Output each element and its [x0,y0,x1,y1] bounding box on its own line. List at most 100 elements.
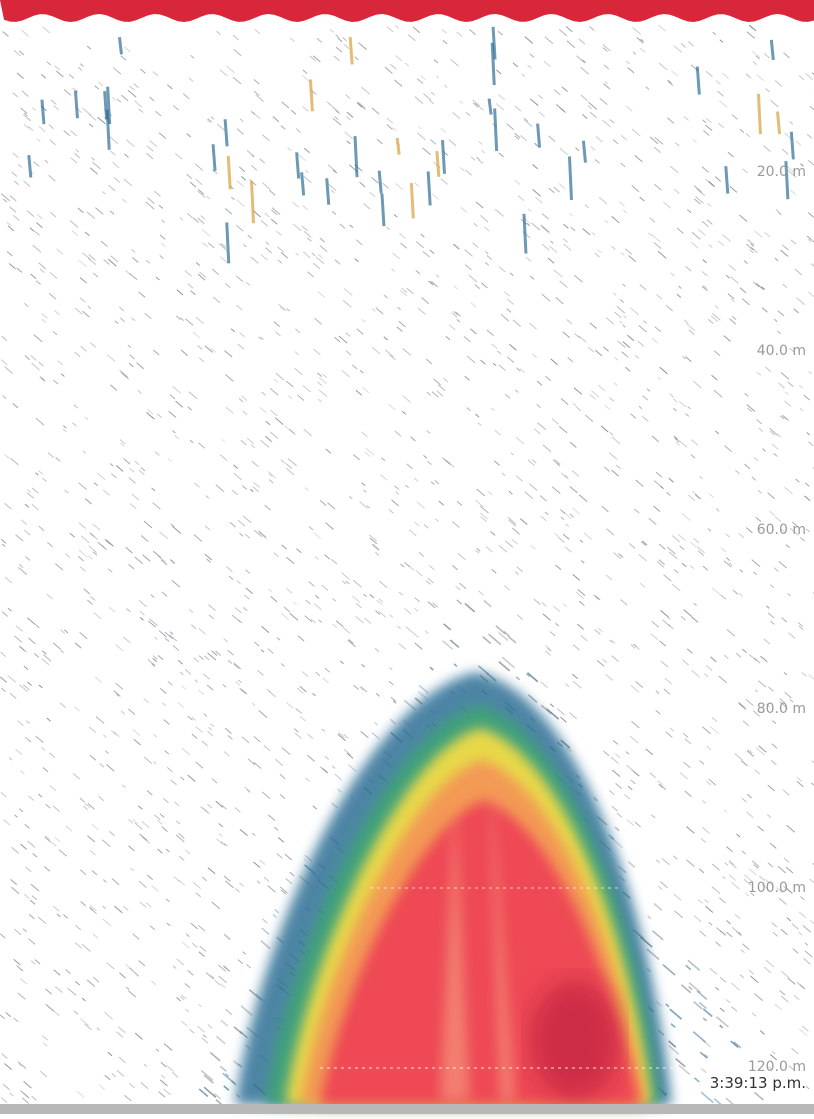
echo-speck [236,199,245,208]
echo-speck [195,892,202,898]
echo-speck [203,1074,215,1084]
echo-speck [92,523,101,531]
echo-speck [440,178,449,185]
echo-speck [669,727,675,732]
echo-speck [656,294,663,300]
echo-speck [756,74,764,82]
echo-speck [771,922,778,928]
echo-speck [327,164,336,172]
echo-trace [784,160,790,200]
echo-speck [215,1035,226,1045]
echo-speck [0,687,6,692]
echo-trace [441,139,446,174]
echo-speck [722,876,726,880]
echo-speck [199,271,207,278]
echo-speck [13,1017,19,1023]
echo-speck [140,535,149,542]
echo-speck [268,690,276,698]
echo-speck [798,1028,808,1037]
echo-trace [226,155,232,190]
echo-speck [725,274,730,279]
echo-speck [525,673,531,678]
echo-speck [789,527,799,536]
echo-speck [112,67,122,75]
echo-speck [695,196,704,204]
echo-speck [250,164,258,171]
echo-speck [161,219,165,223]
echo-speck [78,482,87,490]
echo-speck [156,413,162,418]
echo-speck [755,516,762,523]
echo-speck [459,582,467,590]
echo-speck [717,240,725,247]
echo-speck [789,347,795,353]
echo-speck [145,902,152,908]
echo-speck [354,56,359,61]
echo-speck [280,889,287,895]
echo-speck [157,848,163,854]
echo-speck [752,281,760,288]
echo-speck [360,730,369,739]
depth-label: 40.0 m [757,343,806,359]
echo-speck [639,47,646,53]
echo-speck [0,933,6,939]
echo-speck [349,224,354,229]
echo-speck [175,315,182,321]
echo-speck [78,522,87,529]
echo-speck [4,502,12,510]
echo-speck [114,320,119,324]
echo-speck [686,323,696,332]
echo-speck [797,622,804,627]
echo-speck [41,650,47,655]
echo-speck [658,543,666,550]
echo-speck [176,996,182,1002]
echo-speck [15,625,23,632]
echo-speck [267,648,274,654]
echo-speck [401,410,407,415]
echo-speck [731,982,740,991]
echo-speck [28,914,35,920]
echo-speck [572,644,580,651]
echo-speck [207,1024,213,1029]
echo-speck [258,531,267,540]
echo-speck [507,298,514,305]
echo-speck [253,79,260,85]
echo-trace [493,108,499,152]
echo-speck [487,490,493,496]
echo-speck [236,304,243,311]
echo-speck [274,908,280,914]
echo-speck [806,432,811,436]
echo-speck [149,96,155,102]
echo-speck [18,50,25,56]
echo-speck [631,720,640,729]
echo-speck [123,905,129,911]
echo-speck [589,393,596,400]
echo-speck [24,355,31,361]
echo-speck [667,624,674,630]
echo-speck [330,558,338,565]
echo-speck [172,526,182,534]
echo-speck [769,842,777,849]
echo-speck [187,774,196,782]
echo-speck [715,986,720,991]
echo-speck [689,565,695,570]
echo-speck [741,760,748,767]
echo-speck [35,417,45,426]
echo-speck [757,680,767,688]
echo-speck [507,356,515,363]
echo-speck [250,488,254,493]
echo-speck [618,201,625,207]
echo-speck [807,212,814,218]
echo-speck [119,317,125,323]
echo-speck [542,613,551,621]
echo-speck [278,303,287,312]
echo-speck [287,147,292,152]
echo-speck [555,622,559,627]
echo-speck [90,596,96,601]
echo-speck [702,1008,713,1018]
echo-speck [572,574,581,581]
echo-speck [812,466,814,470]
echo-speck [353,684,360,690]
echo-speck [197,1025,206,1033]
echo-speck [74,153,81,159]
